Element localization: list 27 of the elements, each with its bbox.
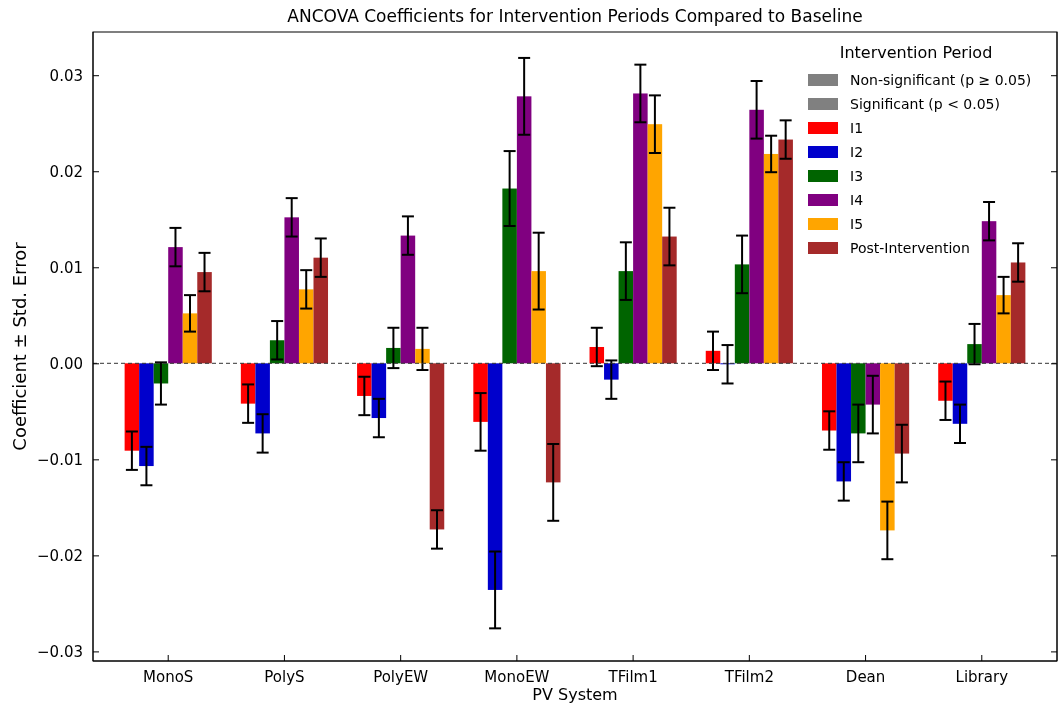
legend-label: I1: [850, 120, 864, 136]
y-tick-label: −0.02: [37, 546, 83, 565]
y-tick-label: 0.00: [49, 354, 83, 373]
y-axis-title: Coefficient ± Std. Error: [9, 241, 30, 451]
y-tick-label: 0.02: [49, 162, 83, 181]
y-tick-label: 0.03: [49, 66, 83, 85]
x-axis-title: PV System: [532, 685, 618, 704]
x-tick-label: MonoS: [143, 667, 194, 686]
x-tick-label: PolyEW: [373, 667, 429, 686]
x-tick-label: Dean: [845, 667, 886, 686]
legend-label: Post-Intervention: [850, 240, 970, 256]
legend-label: Non-significant (p ≥ 0.05): [850, 72, 1032, 88]
y-tick-label: −0.01: [37, 450, 83, 469]
legend-label: Significant (p < 0.05): [850, 96, 1000, 112]
legend-label: I4: [850, 192, 864, 208]
legend-label: I3: [850, 168, 864, 184]
x-tick-label: TFilm2: [723, 667, 774, 686]
y-tick-label: 0.01: [49, 258, 83, 277]
legend-label: I2: [850, 144, 864, 160]
legend-label: I5: [850, 216, 864, 232]
legend-title: Intervention Period: [839, 43, 993, 62]
x-tick-label: MonoEW: [484, 667, 550, 686]
y-tick-label: −0.03: [37, 642, 83, 661]
x-tick-label: PolyS: [264, 667, 305, 686]
chart-title: ANCOVA Coefficients for Intervention Periods Compared to Baseline: [287, 6, 863, 26]
x-tick-label: TFilm1: [607, 667, 658, 686]
x-tick-label: Library: [955, 667, 1009, 686]
